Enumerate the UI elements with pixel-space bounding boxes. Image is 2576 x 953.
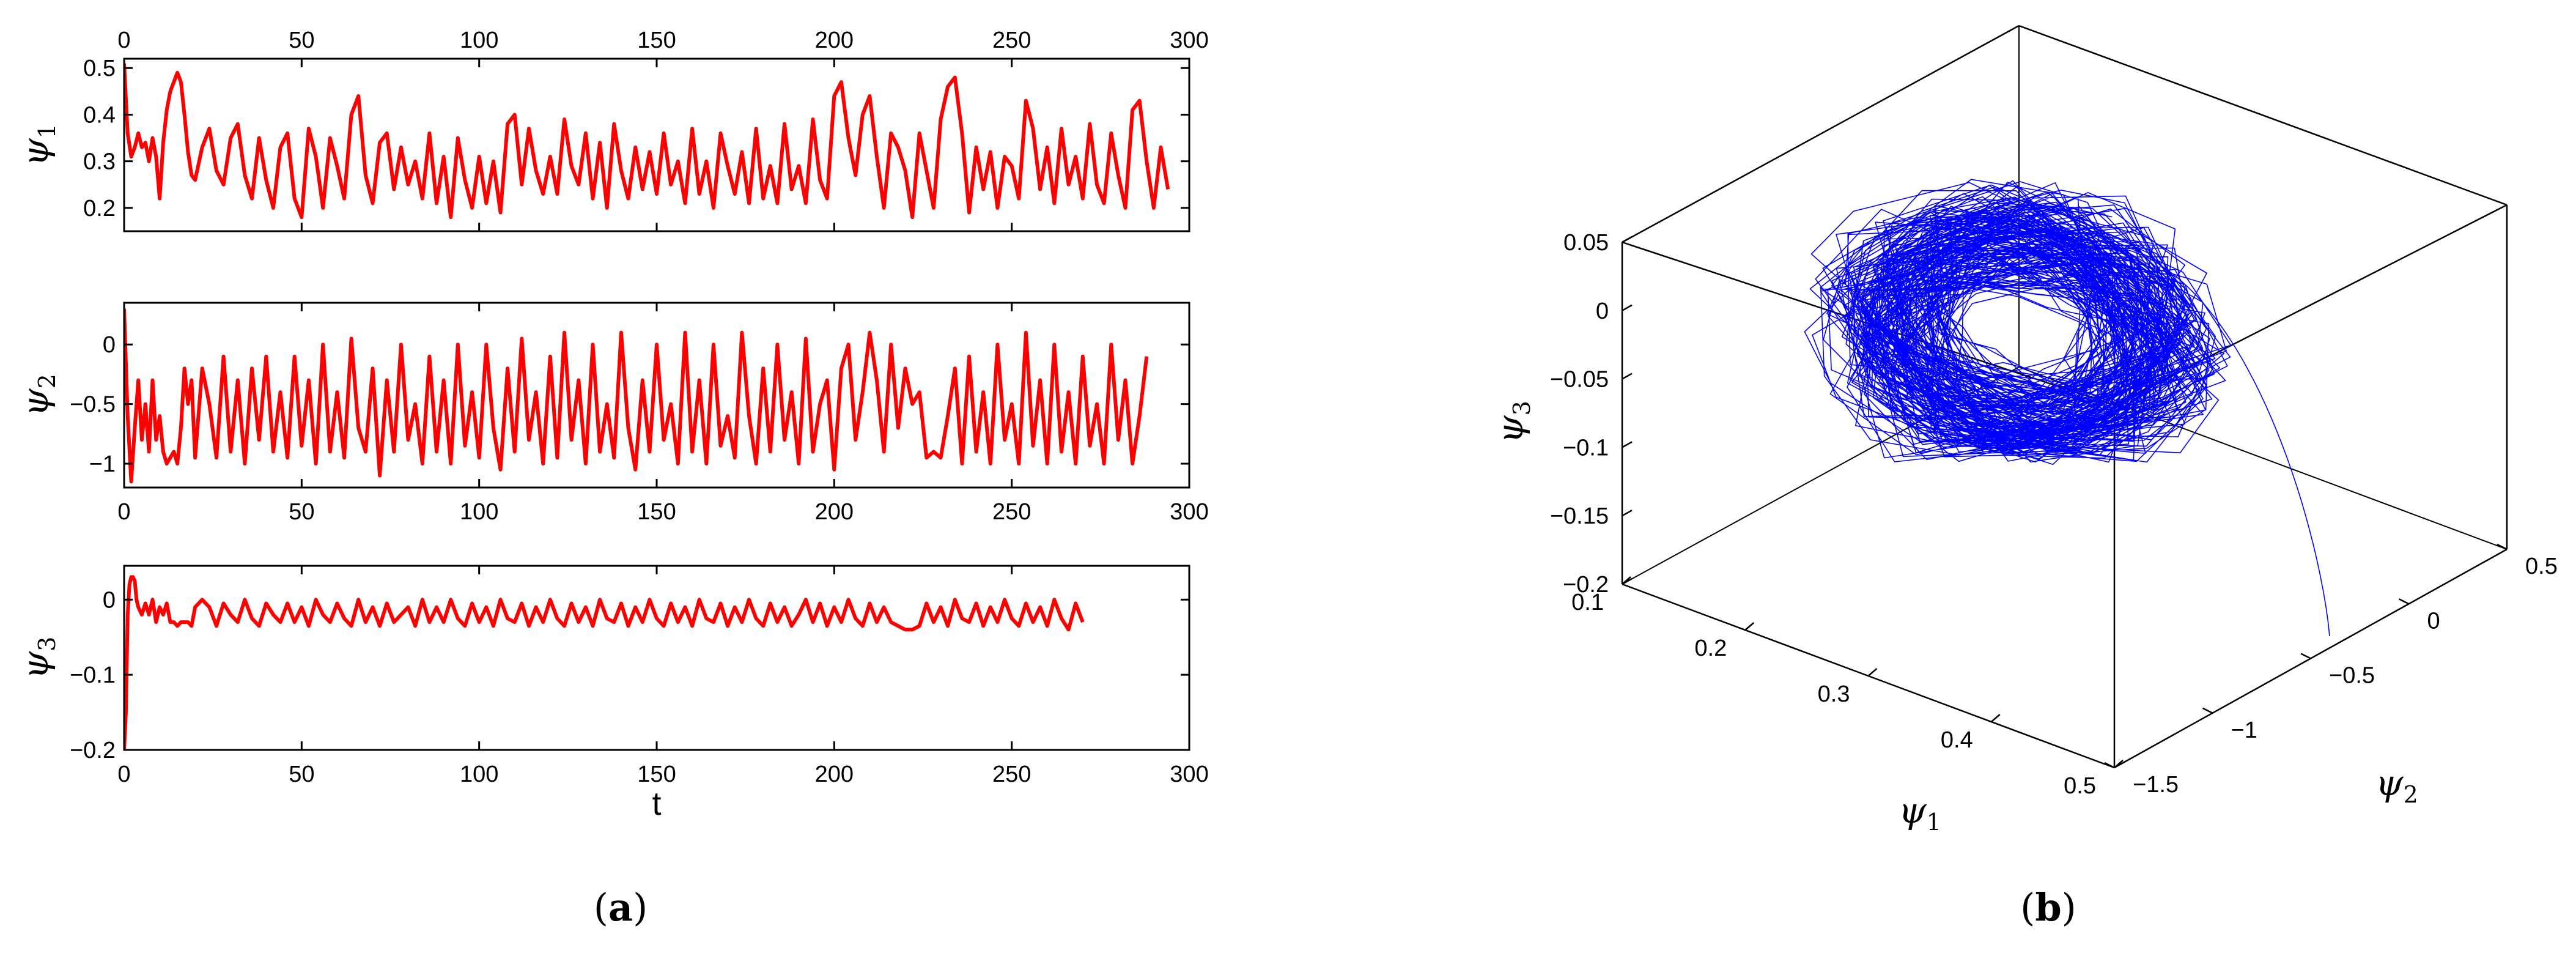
y-tick xyxy=(2104,762,2115,769)
subplot-psi1: 0 50 100 150 200 250 300 0.2 0.3 0.4 0.5 ψ1 xyxy=(15,28,1209,232)
y-axis-label-psi2: ψ2 xyxy=(15,374,61,417)
y-tick-label: −1.5 xyxy=(2133,772,2179,798)
x-tick-label: 300 xyxy=(1170,28,1208,53)
x-tick-label: 0.5 xyxy=(2064,773,2096,799)
z-tick-label: −0.1 xyxy=(1563,435,1609,461)
x-tick-label: 250 xyxy=(992,28,1031,53)
y-axis-label-psi1: ψ1 xyxy=(15,124,61,166)
x-tick xyxy=(1744,622,1755,631)
x-tick-label: 250 xyxy=(992,499,1031,525)
box-edge xyxy=(2018,24,2508,206)
x-tick-label: 50 xyxy=(289,762,314,787)
y-tick-label: 0.5 xyxy=(2525,554,2558,579)
x-tick xyxy=(1622,576,1631,585)
subplot-psi2: 0 50 100 150 200 250 300 −1 −0.5 0 ψ2 xyxy=(15,302,1209,525)
z-tick-label: −0.15 xyxy=(1550,503,1609,529)
series-line-psi2 xyxy=(124,308,1149,484)
x-tick-label: 150 xyxy=(637,28,676,53)
axes-box-psi1 xyxy=(123,57,1190,232)
x-tick xyxy=(1990,714,2001,722)
y-tick xyxy=(2202,707,2213,714)
x-tick-label: 0.4 xyxy=(1941,727,1973,753)
x-tick-label: 50 xyxy=(289,28,314,53)
x-tick xyxy=(1867,668,1878,677)
y-tick-label: −1 xyxy=(2231,718,2257,743)
series-line-psi3 xyxy=(124,575,1085,750)
axes-box-psi3 xyxy=(123,565,1190,751)
y-axis-label: ψ2 xyxy=(2375,762,2418,808)
z-tick xyxy=(1622,235,1633,243)
caption-b: (b) xyxy=(2020,885,2076,930)
z-tick xyxy=(1622,510,1633,517)
box-edge xyxy=(1622,24,2020,243)
z-tick-label: 0.05 xyxy=(1563,230,1609,256)
y-tick-label: 0.2 xyxy=(83,196,116,221)
x-tick-label: 250 xyxy=(992,762,1031,787)
z-tick-label: −0.2 xyxy=(1563,572,1609,598)
x-tick-label: 300 xyxy=(1170,499,1208,525)
x-tick-label: 0 xyxy=(117,28,130,53)
x-tick-label: 0.3 xyxy=(1818,681,1850,707)
y-tick-label: −0.2 xyxy=(70,738,116,763)
panel-a-time-series: 0 50 100 150 200 250 300 0.2 0.3 0.4 0.5 ψ1 0 50 100 15… xyxy=(15,28,1209,822)
x-tick-label: 0.1 xyxy=(1571,590,1604,615)
x-tick-label: 200 xyxy=(815,762,854,787)
y-tick-label: 0 xyxy=(103,587,116,613)
y-axis-label-psi3: ψ3 xyxy=(15,637,61,680)
y-tick-label: 0.5 xyxy=(83,56,116,81)
x-tick-label: 0 xyxy=(117,762,130,787)
y-tick-label: −0.5 xyxy=(2329,663,2375,689)
x-tick-label: 0.2 xyxy=(1694,636,1727,661)
y-tick-label: 0.3 xyxy=(83,149,116,175)
x-tick-label: 150 xyxy=(637,762,676,787)
x-tick-label: 200 xyxy=(815,499,854,525)
y-tick xyxy=(2300,653,2311,659)
z-tick-label: 0 xyxy=(1596,299,1609,324)
x-tick-label: 0 xyxy=(117,499,130,525)
series-line-psi1 xyxy=(124,63,1170,220)
y-tick-label: 0.4 xyxy=(83,102,116,128)
x-tick-label: 50 xyxy=(289,499,314,525)
z-tick xyxy=(1622,304,1633,311)
z-axis-label: ψ3 xyxy=(1489,401,1535,443)
x-tick-label: 100 xyxy=(460,499,498,525)
z-tick xyxy=(1622,373,1633,380)
x-tick-label: 100 xyxy=(460,28,498,53)
y-tick-label: −1 xyxy=(89,451,116,477)
x-tick-label: 150 xyxy=(637,499,676,525)
x-tick-label: 100 xyxy=(460,762,498,787)
x-axis-label: ψ1 xyxy=(1899,790,1941,836)
y-tick xyxy=(2497,543,2508,551)
y-tick xyxy=(2398,598,2410,605)
z-tick xyxy=(1622,441,1633,448)
x-tick xyxy=(2114,760,2124,768)
x-axis-label: t xyxy=(652,785,661,822)
subplot-psi3: 0 50 100 150 200 250 300 −0.2 −0.1 0 ψ3 xyxy=(15,565,1209,787)
y-tick-label: 0 xyxy=(103,332,116,358)
y-tick-label: −0.1 xyxy=(70,662,116,688)
z-tick-label: −0.05 xyxy=(1550,367,1609,393)
x-tick-label: 300 xyxy=(1170,762,1208,787)
panel-b-phase-portrait: −0.2 −0.15 −0.1 −0.05 0 0.05 ψ3 0.1 0.2 0.3 0.4 0.5… xyxy=(1489,24,2558,836)
x-tick-label: 200 xyxy=(815,28,854,53)
trajectory-line xyxy=(1804,179,2330,637)
y-tick-label: −0.5 xyxy=(70,392,116,418)
caption-a: (a) xyxy=(594,885,648,930)
y-tick-label: 0 xyxy=(2427,608,2440,634)
